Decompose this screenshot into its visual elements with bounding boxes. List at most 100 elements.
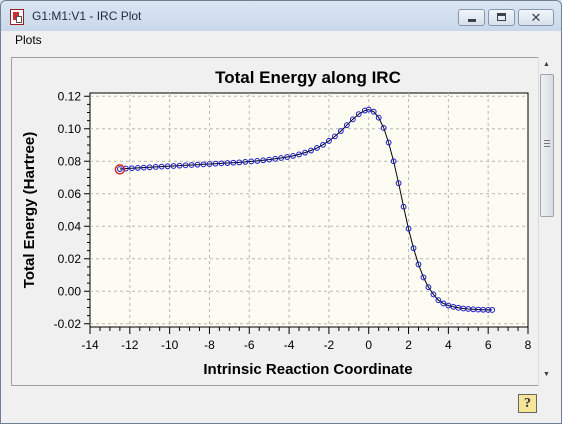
window-title: G1:M1:V1 - IRC Plot [32, 9, 142, 23]
data-point [164, 163, 171, 170]
data-point [134, 165, 141, 171]
x-axis-label: Intrinsic Reaction Coordinate [203, 361, 412, 378]
y-tick-label: 0.02 [58, 252, 82, 266]
y-tick-label: 0.06 [58, 187, 82, 201]
data-point [410, 245, 417, 252]
help-button[interactable]: ? [518, 394, 537, 413]
title-bar[interactable]: G1:M1:V1 - IRC Plot ✕ [1, 1, 561, 31]
data-point [440, 300, 447, 307]
data-point [152, 164, 159, 170]
data-point [331, 133, 338, 140]
data-point [116, 166, 123, 172]
x-tick-labels: -14 -12 -10 -8 -6 -4 -2 0 2 4 6 8 [81, 338, 531, 352]
data-point [128, 165, 135, 172]
data-point [182, 162, 189, 169]
document-icon [10, 9, 24, 25]
data-point [380, 125, 387, 131]
data-point [395, 180, 402, 187]
data-point [176, 162, 183, 169]
x-tick-label: -8 [204, 338, 215, 352]
data-point [290, 152, 296, 159]
data-point [415, 261, 422, 268]
energy-points [116, 106, 496, 313]
maximize-button[interactable] [488, 9, 515, 26]
data-point [375, 114, 382, 121]
y-tick-label: 0.08 [58, 154, 82, 168]
menu-bar: Plots [1, 31, 561, 51]
y-tick-label: -0.02 [54, 317, 82, 331]
data-point [385, 139, 392, 146]
data-point [194, 161, 201, 168]
data-point [361, 107, 368, 114]
data-point [212, 160, 219, 167]
irc-chart: Total Energy along IRC -14 -12 -10 -8 -6 -4 -2… [12, 58, 538, 385]
data-point [302, 149, 308, 156]
x-tick-label: 2 [405, 338, 412, 352]
data-point [489, 307, 496, 313]
data-point [296, 151, 302, 158]
data-point [278, 155, 285, 161]
data-point [425, 284, 432, 291]
close-icon: ✕ [530, 10, 542, 25]
data-point [355, 111, 362, 118]
data-point [485, 307, 492, 313]
vertical-scrollbar[interactable]: ▲ ▼ [538, 57, 556, 386]
y-tick-label: 0.10 [58, 122, 82, 136]
plot-area [89, 92, 529, 328]
x-tick-label: -10 [161, 338, 179, 352]
data-point [188, 162, 195, 168]
data-point [140, 164, 147, 171]
data-point [370, 108, 377, 115]
minimize-icon [468, 19, 476, 22]
data-point [218, 160, 225, 167]
data-point [405, 225, 412, 232]
data-point [390, 158, 397, 165]
data-point [248, 158, 255, 165]
grip-icon [544, 140, 550, 147]
data-point [230, 159, 237, 166]
minimize-button[interactable] [458, 9, 485, 26]
data-point [236, 159, 243, 166]
x-tick-label: -6 [244, 338, 255, 352]
data-point [146, 164, 153, 171]
data-point [430, 291, 437, 298]
x-tick-label: 8 [525, 338, 532, 352]
x-tick-label: -12 [121, 338, 139, 352]
data-point [420, 274, 427, 281]
menu-plots[interactable]: Plots [15, 33, 42, 47]
maximize-icon [497, 13, 506, 21]
data-point [349, 116, 356, 123]
data-point [170, 163, 177, 169]
y-tick-label: 0.00 [58, 284, 82, 298]
data-point [122, 165, 129, 172]
data-point [158, 163, 165, 170]
chart-title: Total Energy along IRC [215, 68, 401, 87]
y-tick-label: 0.04 [58, 219, 82, 233]
data-point [224, 160, 231, 166]
scroll-up-icon[interactable]: ▲ [543, 61, 550, 68]
current-point-marker[interactable] [114, 164, 126, 175]
data-point [272, 155, 279, 162]
data-point [435, 297, 442, 304]
data-point [308, 147, 314, 154]
close-button[interactable]: ✕ [518, 9, 554, 26]
x-tick-label: 4 [445, 338, 452, 352]
data-point [266, 156, 273, 163]
y-tick-labels: -0.02 0.00 0.02 0.04 0.06 0.08 0.10 0.12 [54, 89, 82, 331]
data-point [326, 138, 332, 144]
data-point [314, 145, 320, 151]
data-point [260, 157, 267, 164]
x-tick-label: 6 [485, 338, 492, 352]
x-tick-label: -14 [81, 338, 99, 352]
data-point [242, 159, 249, 165]
data-point [320, 141, 326, 148]
data-point [206, 161, 213, 167]
scroll-down-icon[interactable]: ▼ [543, 371, 550, 378]
y-tick-label: 0.12 [58, 89, 82, 103]
data-point [400, 203, 407, 210]
x-tick-label: -4 [284, 338, 295, 352]
x-tick-label: -2 [324, 338, 335, 352]
energy-line [119, 109, 493, 311]
scroll-thumb[interactable] [540, 74, 554, 217]
